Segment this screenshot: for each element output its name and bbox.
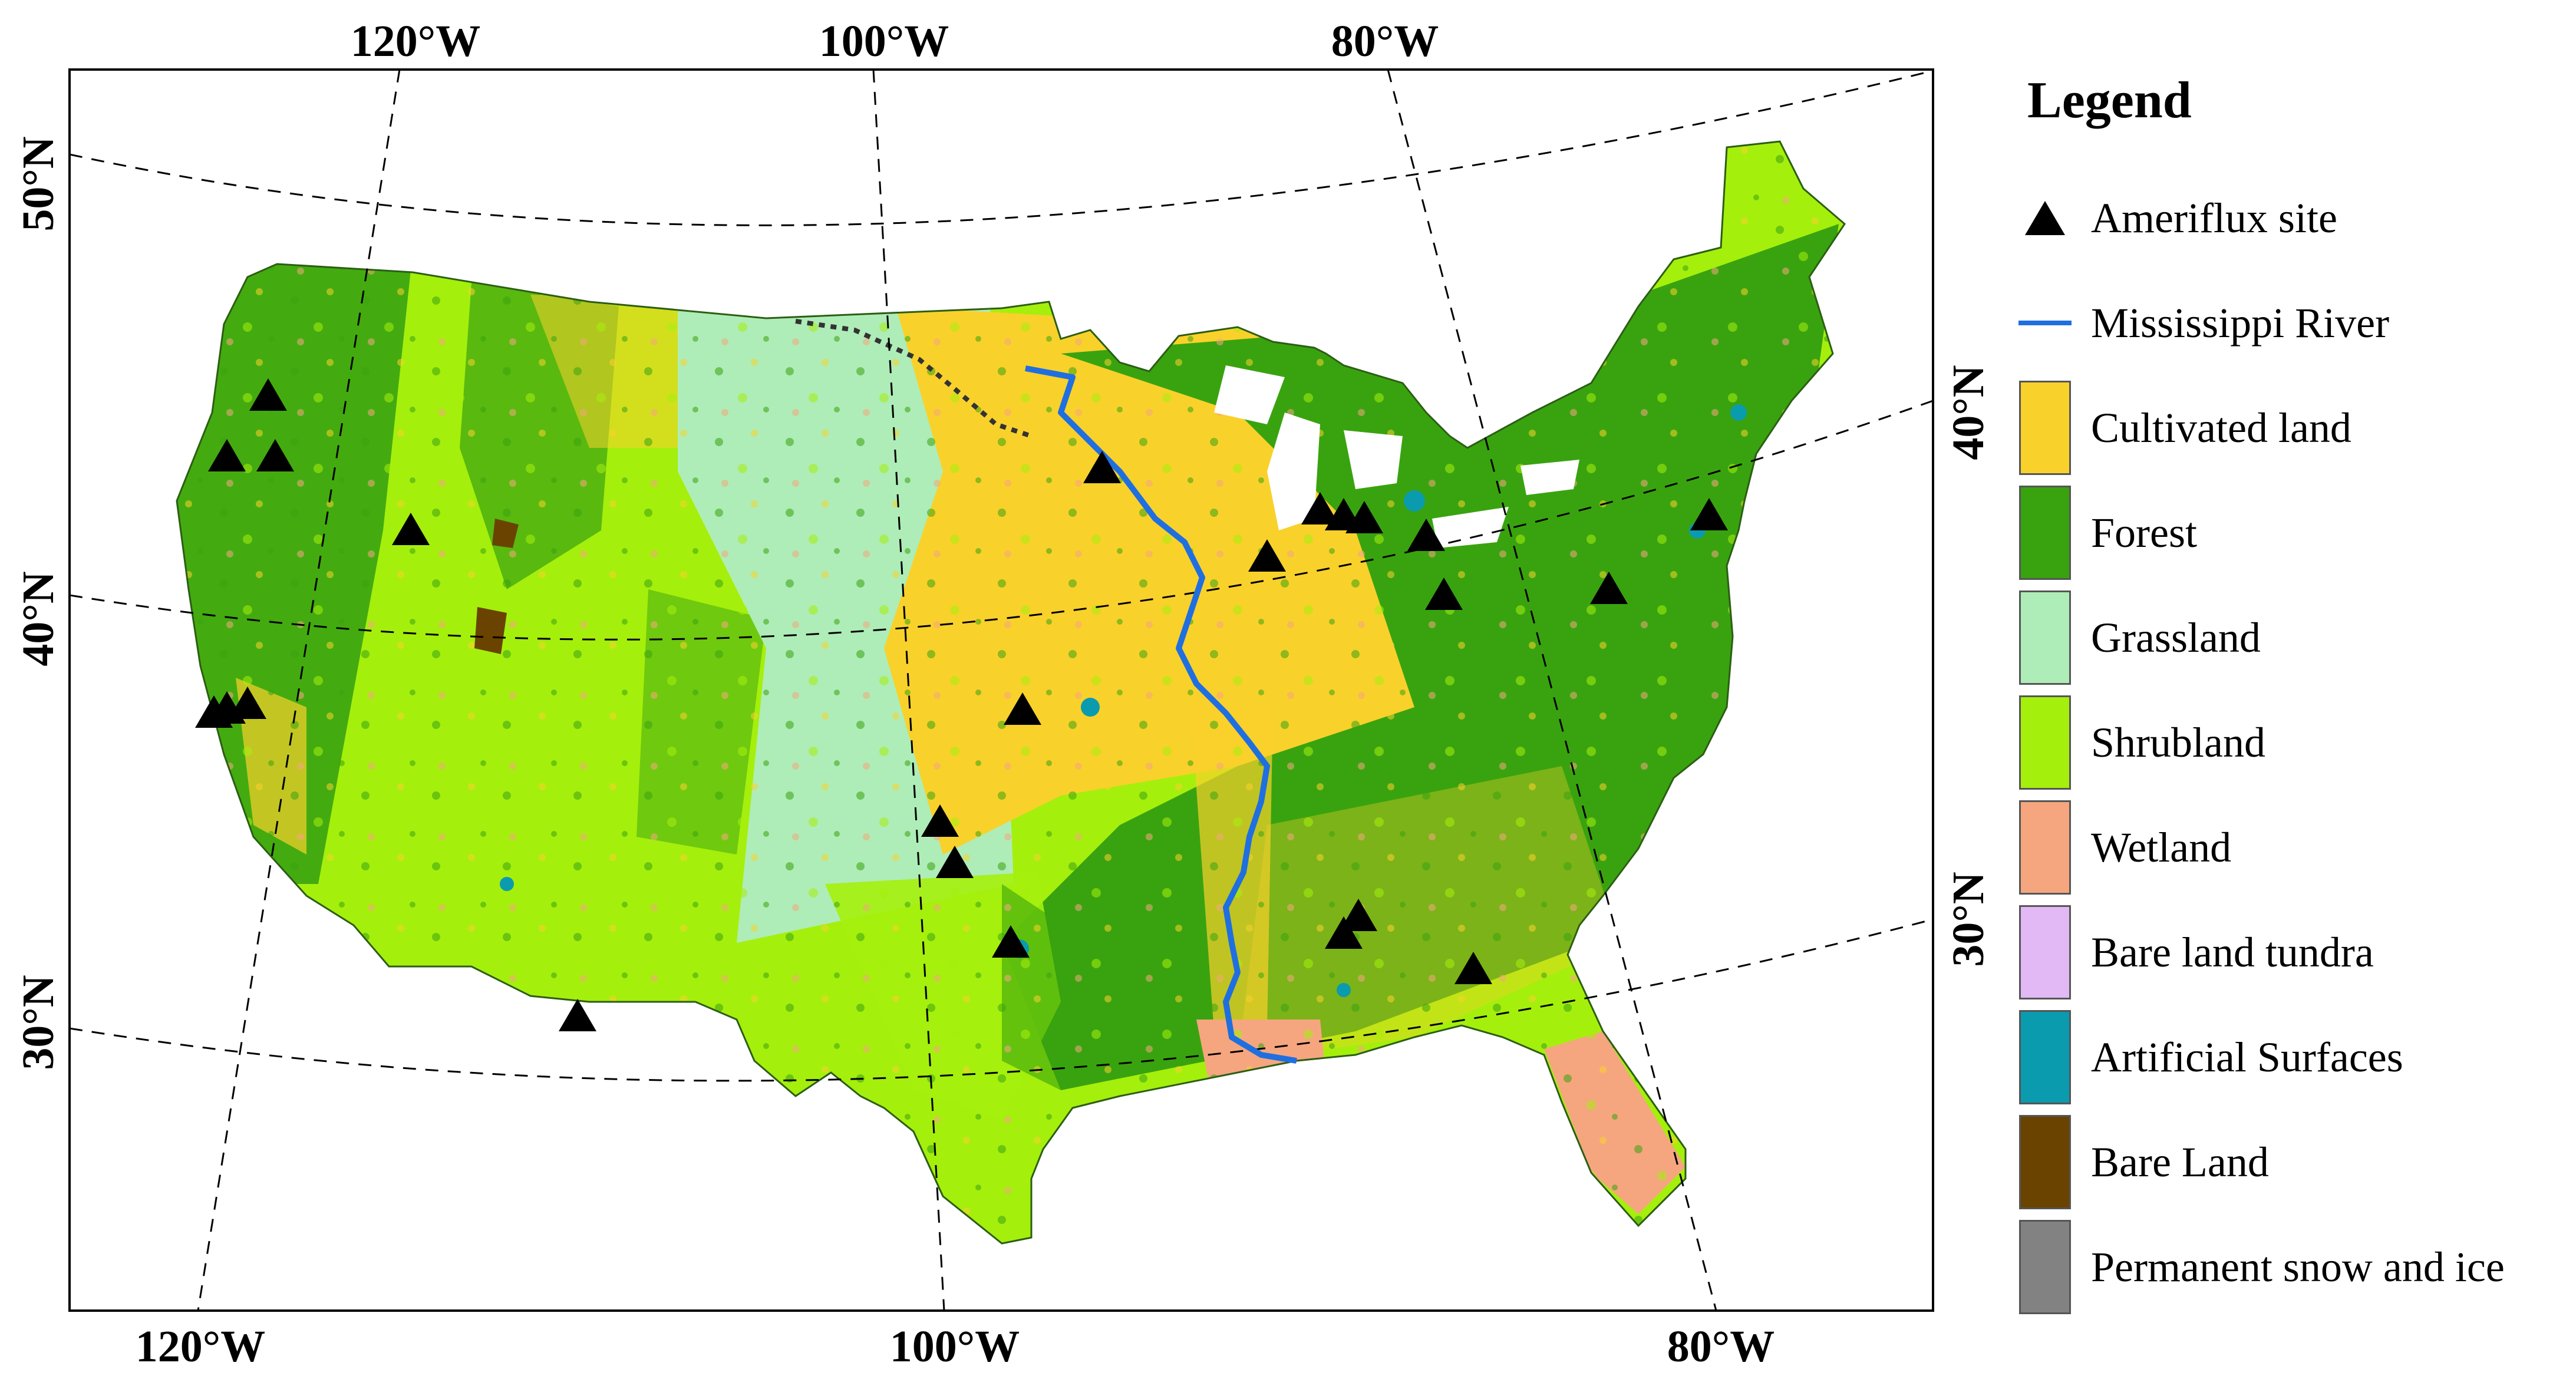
legend-symbol	[2016, 170, 2074, 267]
triangle-icon	[2025, 201, 2065, 235]
legend-label: Artificial Surfaces	[2091, 1033, 2403, 1081]
graticule	[70, 70, 1933, 1311]
legend-symbol	[2016, 904, 2074, 1001]
ameriflux-site-marker	[392, 513, 430, 545]
ameriflux-site-marker	[921, 804, 959, 837]
lon-label-top-100w: 100°W	[819, 17, 949, 66]
lon-label-top-80w: 80°W	[1331, 17, 1439, 66]
ameriflux-site-marker	[559, 999, 596, 1031]
lon-label-bottom-120w: 120°W	[136, 1322, 265, 1371]
legend-label: Bare land tundra	[2091, 928, 2374, 976]
legend-item: Grassland	[2016, 585, 2564, 690]
legend-item: Artificial Surfaces	[2016, 1005, 2564, 1110]
legend: Legend Ameriflux site Mississippi River Cu…	[2016, 71, 2564, 1319]
meridian-100w	[872, 70, 945, 1311]
us-outline	[176, 140, 1846, 1245]
legend-symbol	[2016, 484, 2074, 582]
lat-label-right-30n: 30°N	[1944, 872, 1993, 966]
lon-labels-bottom: 120°W 100°W 80°W	[136, 1322, 1774, 1371]
legend-item: Shrubland	[2016, 690, 2564, 795]
parallel-30n	[70, 918, 1933, 1082]
ameriflux-site-marker	[229, 687, 266, 719]
legend-label: Grassland	[2091, 613, 2261, 661]
legend-item: Cultivated land	[2016, 375, 2564, 480]
legend-label: Permanent snow and ice	[2091, 1243, 2505, 1291]
ameriflux-site-marker	[208, 439, 246, 471]
legend-symbol	[2016, 799, 2074, 896]
ameriflux-site-marker	[249, 378, 287, 411]
legend-label: Forest	[2091, 509, 2197, 556]
legend-title: Legend	[2027, 72, 2192, 129]
river-line-icon	[2018, 321, 2072, 325]
legend-symbol	[2016, 694, 2074, 791]
ameriflux-site-marker	[936, 846, 974, 878]
legend-symbol	[2016, 380, 2074, 477]
ameriflux-site-marker	[1301, 492, 1339, 524]
ameriflux-site-marker	[1590, 572, 1628, 604]
mississippi-river	[1025, 365, 1297, 1064]
lon-labels-top: 120°W 100°W 80°W	[351, 17, 1439, 66]
legend-label: Mississippi River	[2091, 299, 2390, 347]
lat-label-left-30n: 30°N	[14, 975, 63, 1070]
legend-item: Permanent snow and ice	[2016, 1215, 2564, 1319]
parallel-40n	[70, 400, 1933, 641]
lon-label-top-120w: 120°W	[351, 17, 480, 66]
legend-symbol	[2016, 275, 2074, 372]
lon-label-bottom-100w: 100°W	[890, 1322, 1020, 1371]
color-swatch	[2019, 1220, 2071, 1314]
legend-symbol	[2016, 1009, 2074, 1106]
meridian-80w	[1387, 70, 1717, 1311]
state-border-dotted	[795, 319, 1033, 438]
ameriflux-site-marker	[1325, 916, 1363, 949]
legend-symbol	[2016, 1219, 2074, 1316]
legend-items: Ameriflux site Mississippi River Cultivate…	[2016, 166, 2564, 1319]
ameriflux-site-marker	[256, 439, 294, 471]
ameriflux-sites	[195, 378, 1728, 1031]
ameriflux-site-marker	[1083, 451, 1121, 483]
color-swatch	[2019, 381, 2071, 475]
legend-symbol	[2016, 589, 2074, 687]
legend-item: Mississippi River	[2016, 270, 2564, 375]
color-swatch	[2019, 905, 2071, 999]
ameriflux-site-marker	[1248, 539, 1286, 572]
ameriflux-site-marker	[1345, 501, 1383, 533]
color-swatch	[2019, 695, 2071, 790]
lat-label-left-40n: 40°N	[14, 571, 63, 666]
lat-label-left-50n: 50°N	[14, 136, 63, 231]
ameriflux-site-marker	[1425, 578, 1463, 610]
legend-label: Wetland	[2091, 823, 2232, 871]
color-swatch	[2019, 800, 2071, 895]
legend-symbol	[2016, 1114, 2074, 1211]
legend-item: Forest	[2016, 480, 2564, 585]
ameriflux-site-marker	[1690, 498, 1728, 530]
ameriflux-site-marker	[1340, 899, 1377, 931]
legend-label: Bare Land	[2091, 1138, 2269, 1186]
ameriflux-site-marker	[1407, 519, 1445, 551]
ameriflux-site-marker	[1004, 692, 1041, 725]
legend-item: Bare land tundra	[2016, 900, 2564, 1005]
color-swatch	[2019, 1115, 2071, 1209]
color-swatch	[2019, 1010, 2071, 1104]
legend-label: Ameriflux site	[2091, 194, 2337, 242]
lat-labels-right: 40°N 30°N	[1944, 365, 1993, 966]
legend-label: Cultivated land	[2091, 404, 2351, 451]
lat-labels-left: 50°N 40°N 30°N	[14, 136, 63, 1070]
lon-label-bottom-80w: 80°W	[1667, 1322, 1774, 1371]
meridian-120w	[197, 70, 401, 1311]
legend-item: Wetland	[2016, 795, 2564, 900]
legend-item: Ameriflux site	[2016, 166, 2564, 270]
ameriflux-site-marker	[1454, 952, 1492, 984]
lat-label-right-40n: 40°N	[1944, 365, 1993, 460]
ameriflux-site-marker	[992, 925, 1030, 958]
legend-label: Shrubland	[2091, 718, 2265, 766]
parallel-50n	[70, 70, 1933, 226]
color-swatch	[2019, 590, 2071, 685]
legend-item: Bare Land	[2016, 1110, 2564, 1215]
color-swatch	[2019, 486, 2071, 580]
great-lakes	[1214, 365, 1579, 548]
